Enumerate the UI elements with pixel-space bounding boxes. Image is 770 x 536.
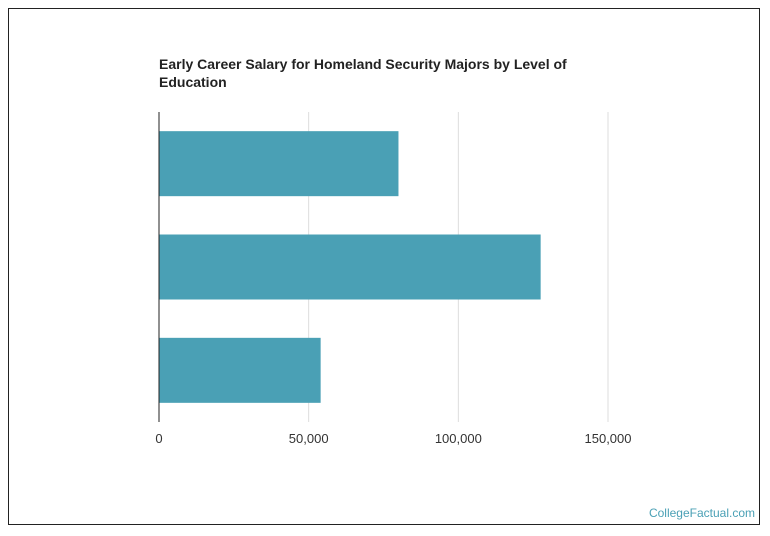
- chart-title: Early Career Salary for Homeland Securit…: [159, 56, 567, 90]
- bar: [159, 234, 541, 300]
- x-tick-label: 50,000: [289, 431, 329, 446]
- x-tick-labels: 0 50,000 100,000 150,000: [155, 431, 631, 446]
- bar: [159, 131, 399, 197]
- x-tick-label: 150,000: [585, 431, 632, 446]
- bar: [159, 337, 321, 403]
- bars: [159, 131, 541, 403]
- x-tick-label: 0: [155, 431, 162, 446]
- source-watermark: CollegeFactual.com: [648, 506, 755, 520]
- x-tick-label: 100,000: [435, 431, 482, 446]
